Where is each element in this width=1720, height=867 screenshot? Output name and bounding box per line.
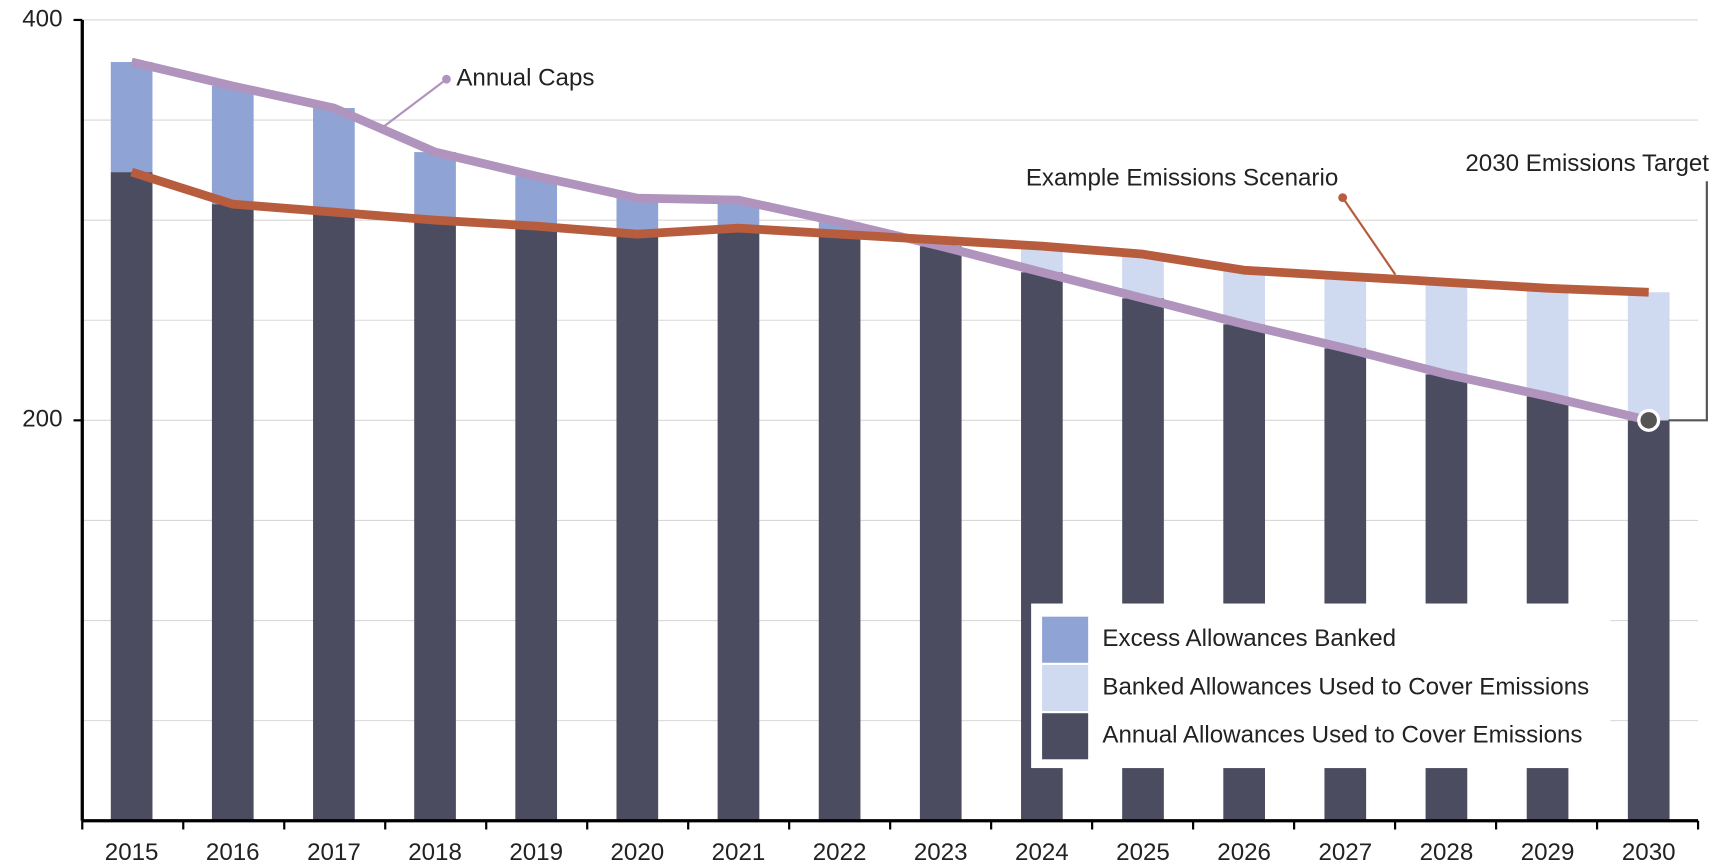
annotation-leader	[383, 78, 448, 128]
legend-label: Banked Allowances Used to Cover Emission…	[1102, 673, 1589, 700]
bar-segment	[515, 176, 558, 227]
legend-swatch	[1042, 713, 1089, 760]
x-tick-label: 2019	[509, 839, 563, 866]
x-tick-label: 2018	[408, 839, 462, 866]
bar-segment	[110, 61, 153, 173]
y-tick-label: 200	[22, 406, 62, 433]
bar-segment	[1324, 276, 1367, 349]
x-tick-label: 2022	[813, 839, 867, 866]
x-tick-label: 2026	[1217, 839, 1271, 866]
bar-segment	[616, 234, 659, 821]
annotation: Example Emissions Scenario	[1026, 164, 1338, 191]
bar-segment	[211, 204, 254, 821]
x-tick-label: 2016	[206, 839, 260, 866]
bar-segment	[313, 108, 355, 213]
line-series	[130, 167, 1649, 297]
annotation-leader	[1341, 197, 1397, 276]
x-tick-label: 2021	[712, 839, 766, 866]
legend-label: Annual Allowances Used to Cover Emission…	[1102, 722, 1582, 749]
bar-segment	[818, 234, 861, 821]
legend-label: Excess Allowances Banked	[1102, 625, 1396, 652]
x-tick-label: 2025	[1116, 839, 1170, 866]
bar-segment	[1526, 288, 1569, 397]
legend: Excess Allowances Banked Banked Allowance…	[1031, 603, 1611, 769]
bar-segment	[1627, 420, 1670, 821]
bar-segment	[313, 212, 355, 821]
bar-segment	[211, 86, 254, 205]
x-tick-label: 2028	[1420, 839, 1474, 866]
bar-segment	[414, 220, 456, 821]
annotation: Annual Caps	[456, 65, 594, 92]
x-tick-label: 2017	[307, 839, 361, 866]
x-tick-label: 2030	[1622, 839, 1676, 866]
bar-segment	[1425, 282, 1468, 375]
annotation-dot	[442, 74, 451, 84]
bar-segment	[919, 246, 962, 821]
bar-segment	[515, 226, 558, 821]
bar-segment	[717, 228, 760, 821]
target-marker	[1637, 408, 1661, 432]
annotation: 2030 Emissions Target	[1465, 150, 1709, 177]
x-tick-label: 2015	[105, 839, 159, 866]
legend-box	[1031, 603, 1611, 769]
bar-segment	[1223, 270, 1265, 325]
bar-segment	[1627, 292, 1670, 421]
y-tick-label: 400	[22, 5, 62, 32]
legend-swatch	[1042, 616, 1089, 663]
bar-segment	[110, 172, 153, 821]
x-tick-label: 2023	[914, 839, 968, 866]
bar-segment	[414, 152, 456, 221]
x-tick-label: 2027	[1318, 839, 1372, 866]
x-tick-label: 2029	[1521, 839, 1575, 866]
x-tick-label: 2020	[610, 839, 664, 866]
annotation-leader	[1668, 181, 1708, 422]
bar-segment	[616, 198, 659, 235]
x-tick-label: 2024	[1015, 839, 1069, 866]
legend-swatch	[1042, 664, 1089, 712]
annotation-dot	[1338, 193, 1348, 203]
